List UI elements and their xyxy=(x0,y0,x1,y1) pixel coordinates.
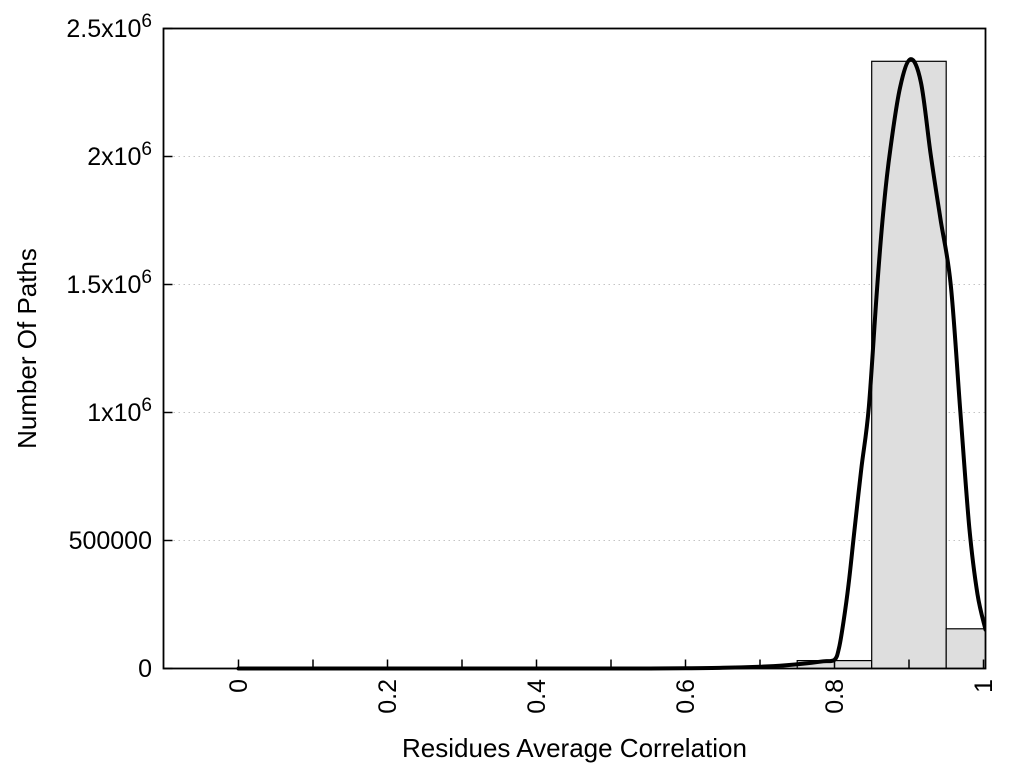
x-tick-label: 0.4 xyxy=(523,679,551,714)
y-tick-label: 500000 xyxy=(69,527,152,555)
x-axis-ticks xyxy=(237,659,985,669)
y-axis-ticks xyxy=(163,27,173,670)
y-tick-label: 2.5x106 xyxy=(66,11,152,43)
x-tick-label: 1 xyxy=(970,679,998,693)
y-tick-label: 1.5x106 xyxy=(66,267,152,299)
y-axis-tick-labels: 0 500000 1x106 1.5x106 2x106 2.5x106 xyxy=(66,11,152,683)
y-tick-label: 2x106 xyxy=(87,139,152,171)
histogram-bar xyxy=(871,60,947,670)
x-axis-tick-labels: 0 0.2 0.4 0.6 0.8 1 xyxy=(225,679,998,714)
x-tick-label: 0 xyxy=(225,679,253,693)
x-tick-label: 0.6 xyxy=(672,679,700,714)
y-tick-label: 1x106 xyxy=(87,395,152,427)
x-axis-title: Residues Average Correlation xyxy=(402,733,747,763)
histogram-bar xyxy=(945,628,986,670)
x-tick-label: 0.2 xyxy=(374,679,402,714)
plot-border xyxy=(162,27,987,670)
y-axis-title: Number Of Paths xyxy=(12,248,42,449)
y-tick-label: 0 xyxy=(138,655,152,683)
gridlines xyxy=(163,156,986,541)
x-tick-label: 0.8 xyxy=(821,679,849,714)
histogram-bars xyxy=(796,60,986,670)
